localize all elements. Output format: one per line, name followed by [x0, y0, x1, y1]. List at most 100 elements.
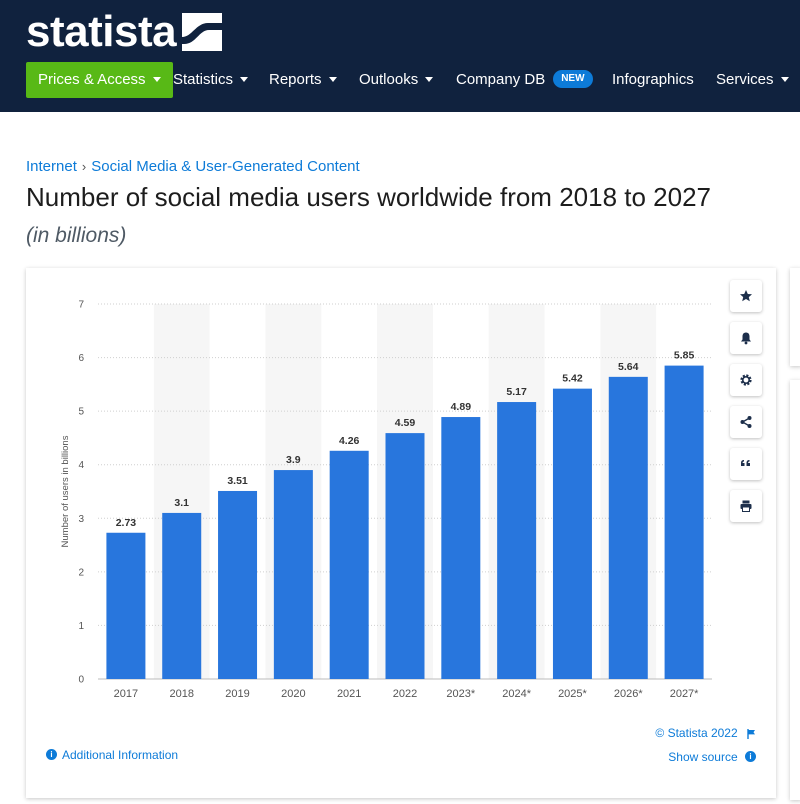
side-panel-edge: [790, 380, 800, 800]
x-tick-label: 2018: [169, 688, 193, 700]
chart-card: 0 1 2 3 4 5 6 7 Number of users in billions 2.73 2…: [26, 268, 776, 798]
star-icon: [740, 290, 752, 302]
flag-icon: [747, 728, 755, 739]
nav-reports[interactable]: Reports: [269, 62, 337, 98]
breadcrumb-separator: ›: [81, 159, 87, 174]
x-tick-label: 2024*: [502, 688, 531, 700]
bar: [497, 402, 537, 679]
chart-toolbar: [730, 280, 762, 532]
quote-icon: [741, 460, 750, 466]
bar: [106, 532, 146, 679]
bar-value-label: 3.9: [286, 454, 301, 466]
bar-value-label: 5.42: [562, 373, 583, 385]
y-axis-label: Number of users in billions: [60, 435, 71, 547]
nav-statistics[interactable]: Statistics: [173, 62, 249, 98]
chevron-down-icon: [780, 76, 789, 82]
bar: [273, 470, 313, 679]
nav-label: Company DB: [456, 71, 546, 88]
nav-label: Prices & Access: [38, 71, 146, 88]
copyright-note[interactable]: © Statista 2022: [655, 726, 756, 740]
y-tick-label: 6: [78, 353, 84, 364]
y-tick-label: 0: [78, 675, 84, 686]
side-panel-edge: [790, 268, 800, 366]
logo-text: statista: [26, 7, 177, 56]
cite-button[interactable]: [730, 448, 762, 480]
x-tick-label: 2019: [225, 688, 249, 700]
bar: [162, 512, 202, 679]
info-icon: i: [745, 751, 756, 763]
x-tick-label: 2021: [337, 688, 361, 700]
page-subtitle: (in billions): [26, 224, 127, 247]
chevron-down-icon: [240, 76, 249, 82]
bar-value-label: 4.89: [451, 401, 472, 413]
bar-value-label: 4.59: [395, 417, 416, 429]
notify-button[interactable]: [730, 322, 762, 354]
bar: [329, 450, 369, 679]
y-tick-label: 2: [78, 567, 84, 578]
page-title: Number of social media users worldwide f…: [26, 182, 712, 212]
main-nav: Prices & Access Statistics Reports Outlo…: [0, 62, 800, 98]
show-source-link[interactable]: Show source i: [668, 750, 756, 764]
nav-label: Statistics: [173, 71, 234, 88]
new-badge: NEW: [553, 70, 593, 89]
settings-button[interactable]: [730, 364, 762, 396]
additional-information-link[interactable]: i Additional Information: [46, 748, 178, 762]
nav-prices-access[interactable]: Prices & Access: [26, 62, 173, 98]
logo-mark-icon: [182, 13, 223, 51]
copyright-text: © Statista 2022: [655, 726, 738, 740]
bar-value-label: 3.51: [227, 475, 248, 487]
nav-company-db[interactable]: Company DB NEW: [456, 62, 593, 98]
share-button[interactable]: [730, 406, 762, 438]
bar: [552, 388, 592, 679]
bar-value-label: 5.85: [674, 350, 695, 362]
nav-label: Infographics: [612, 71, 694, 88]
bar: [441, 417, 481, 679]
bar-chart: 0 1 2 3 4 5 6 7 Number of users in billions 2.73 2…: [60, 300, 712, 700]
nav-services[interactable]: Services: [716, 62, 789, 98]
favorite-button[interactable]: [730, 280, 762, 312]
info-icon: i: [46, 749, 57, 761]
chevron-down-icon: [425, 76, 434, 82]
bar-value-label: 3.1: [174, 497, 189, 509]
bar: [608, 376, 648, 679]
x-tick-label: 2020: [281, 688, 305, 700]
bar-value-label: 5.17: [506, 386, 527, 398]
nav-label: Reports: [269, 71, 322, 88]
y-tick-label: 5: [78, 407, 84, 418]
show-source-label: Show source: [668, 750, 738, 764]
nav-outlooks[interactable]: Outlooks: [359, 62, 434, 98]
nav-infographics[interactable]: Infographics: [612, 62, 694, 98]
chevron-down-icon: [152, 76, 161, 82]
nav-label: Services: [716, 71, 774, 88]
bar-value-label: 5.64: [618, 361, 639, 373]
nav-label: Outlooks: [359, 71, 419, 88]
x-tick-label: 2022: [393, 688, 417, 700]
bell-icon: [741, 332, 751, 345]
share-icon: [740, 416, 752, 428]
bar: [664, 365, 704, 679]
bar-value-label: 4.26: [339, 435, 360, 447]
x-tick-label: 2026*: [614, 688, 643, 700]
bar: [218, 490, 258, 679]
x-tick-label: 2025*: [558, 688, 587, 700]
main-content: Internet › Social Media & User-Generated C…: [0, 112, 800, 804]
print-icon: [740, 500, 752, 512]
chevron-down-icon: [328, 76, 337, 82]
bar-value-label: 2.73: [116, 517, 137, 529]
y-tick-label: 7: [78, 300, 84, 311]
bar: [385, 433, 425, 679]
statista-logo[interactable]: statista: [26, 6, 223, 58]
x-tick-label: 2023*: [446, 688, 475, 700]
breadcrumb-internet[interactable]: Internet: [26, 158, 77, 175]
gear-icon: [740, 374, 752, 386]
top-header: statista Prices & Access Statistics Repo…: [0, 0, 800, 112]
print-button[interactable]: [730, 490, 762, 522]
x-tick-label: 2027*: [670, 688, 699, 700]
y-tick-label: 3: [78, 514, 84, 525]
x-tick-label: 2017: [114, 688, 138, 700]
breadcrumb-social-media[interactable]: Social Media & User-Generated Content: [91, 158, 360, 175]
additional-information-label: Additional Information: [62, 748, 179, 762]
y-tick-label: 1: [78, 621, 84, 632]
breadcrumb: Internet › Social Media & User-Generated C…: [26, 158, 360, 175]
y-tick-label: 4: [78, 460, 84, 471]
